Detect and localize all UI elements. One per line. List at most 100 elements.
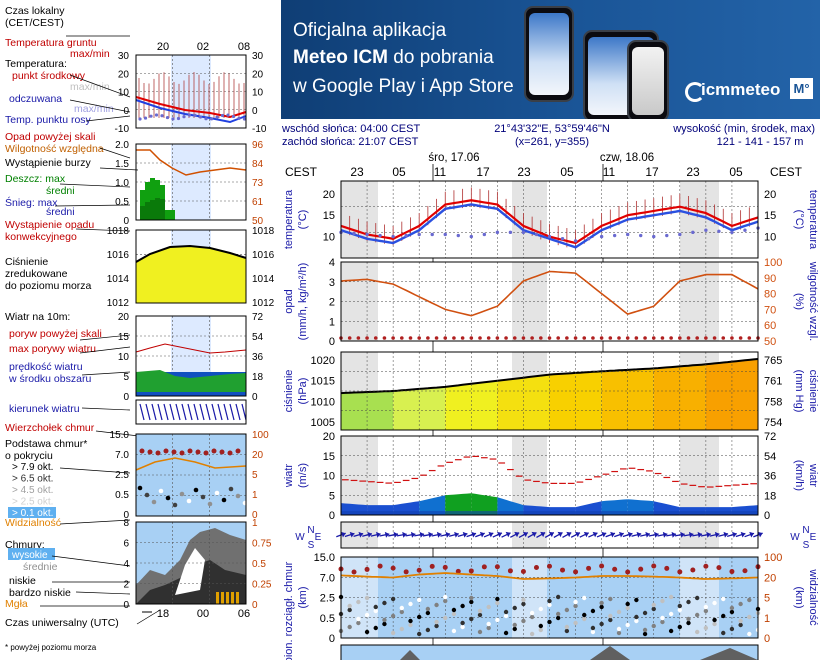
dew-point-dot (482, 232, 487, 237)
pressure-y-tick: 1005 (311, 417, 335, 429)
cloud-base-dot (555, 594, 561, 600)
legend-text: o pokryciu (5, 450, 53, 462)
mini-y-tick: 15 (118, 332, 130, 343)
precip-zero-dot (478, 336, 482, 340)
cloud-base-dot (590, 625, 596, 631)
cloud-base-dot (660, 615, 665, 621)
fog-bar (221, 592, 224, 604)
wind-speed-area (445, 493, 472, 515)
wind-arrow-head (627, 531, 633, 538)
mini-y-tick: 1 (252, 518, 258, 529)
wind-arrow-head (540, 531, 546, 538)
temp-axis-label: temperatura (283, 189, 295, 249)
cloud-base-dot (443, 598, 448, 604)
cloud-base-dot (651, 606, 656, 612)
wind-direction-arrow (431, 531, 442, 538)
precip-zero-dot (738, 336, 743, 340)
mini-y-tick: 0 (123, 106, 129, 117)
cloud-top-dot (195, 449, 201, 455)
dew-point-dot (652, 234, 656, 239)
precip-zero-dot (426, 336, 430, 340)
wind-arrow-head (479, 531, 485, 538)
wind-direction-arrow (718, 531, 729, 538)
mini-y-tick: 20 (118, 69, 130, 80)
mini-precip-frame (135, 143, 247, 221)
dew-point-dot (237, 116, 241, 120)
mini-y-tick: 8 (123, 518, 129, 529)
cloud-top-dot (703, 563, 709, 569)
elevation-values: 121 - 141 - 157 m (717, 136, 804, 148)
wind-arrow-head (714, 531, 720, 538)
feels-like-line (340, 203, 759, 249)
cloud-top-dot (690, 567, 696, 573)
temp-y-tick: 15 (323, 210, 335, 222)
precip-zero-dot (643, 336, 647, 340)
cloud-base-dot (651, 623, 656, 629)
wind-arrow-head (749, 531, 755, 538)
temp-y-tick: 10 (764, 232, 776, 244)
mini-pressure-area (136, 246, 246, 303)
legend-text: niskie (9, 575, 36, 587)
okt-label: > 2.5 okt. (12, 497, 53, 508)
precip-zero-dot (400, 336, 404, 340)
legend-text: punkt środkowy (12, 70, 86, 82)
pressure-mmhg-tick: 758 (764, 396, 782, 408)
legend-leader-line (81, 407, 131, 411)
cloud-base-dot (712, 621, 717, 627)
wind-arrow-head (601, 531, 607, 538)
cloud-base-dot (512, 605, 517, 611)
okt-label: > 7.9 okt. (12, 462, 53, 473)
wind-kmh-tick: 0 (764, 510, 770, 522)
cloud-base-dot (642, 631, 648, 637)
dew-point-dot (204, 117, 208, 121)
wind-direction-arrow (683, 531, 694, 538)
cloud-base-dot (547, 602, 552, 608)
wind-arrow-head (358, 531, 364, 538)
cloud-base-dot (747, 597, 752, 603)
cloud-base-dot (451, 611, 457, 617)
precip-zero-dot (530, 336, 534, 340)
cloud-base-dot (686, 616, 691, 622)
cloud-top-dot (139, 448, 145, 454)
wind-direction-arrow (483, 531, 494, 538)
wind-arrow (163, 403, 169, 421)
dew-point-dot (534, 232, 539, 237)
visibility-line (340, 572, 759, 580)
compass-letter: E (315, 532, 322, 543)
precip-zero-dot (347, 336, 352, 340)
app-promo-banner[interactable]: Oficjalna aplikacja Meteo ICM do pobrani… (281, 0, 820, 119)
dew-point-dot (639, 233, 643, 238)
pressure-frame (340, 351, 759, 431)
cloud-base-dot (356, 620, 361, 626)
precip-y-tick: 1 (329, 316, 335, 328)
legend-text: Wierzchołek chmur (5, 422, 95, 434)
wind-direction-arrow (536, 531, 546, 539)
wind-direction-arrow (344, 531, 355, 538)
cloud-base-dot (677, 607, 683, 613)
legend-text: max porywy wiatru (9, 343, 96, 355)
cloud-base-dot (694, 595, 700, 601)
wind-direction-arrow (448, 531, 459, 538)
cloud-base-dot (668, 594, 674, 600)
cloud-top-dot (625, 569, 631, 575)
cloud-base-dot (521, 597, 526, 603)
cloud-base-dot (555, 615, 561, 621)
cloud-base-dot (425, 610, 431, 616)
legend-text: Temperatura gruntu (5, 37, 97, 49)
cloud-base-dot (451, 607, 457, 613)
dew-point-dot (160, 114, 164, 118)
elevation-label: wysokość (min, środek, max) (672, 123, 815, 135)
cloud-base-dot (179, 491, 185, 497)
cloud-base-dot (495, 600, 500, 606)
precip-zero-dot (565, 336, 569, 340)
cloud-base-dot (200, 494, 206, 500)
precip-zero-dot (651, 336, 656, 340)
cloud-base-dot (382, 600, 387, 606)
dew-point-dot (743, 228, 747, 232)
mini-y-tick: 0.5 (115, 197, 129, 208)
cloud-base-dot (460, 603, 465, 609)
wind-arrow-head (610, 531, 615, 538)
cloud-base-dot (694, 629, 700, 635)
wind-direction-arrow (605, 531, 616, 538)
cloud-base-dot (686, 599, 691, 605)
